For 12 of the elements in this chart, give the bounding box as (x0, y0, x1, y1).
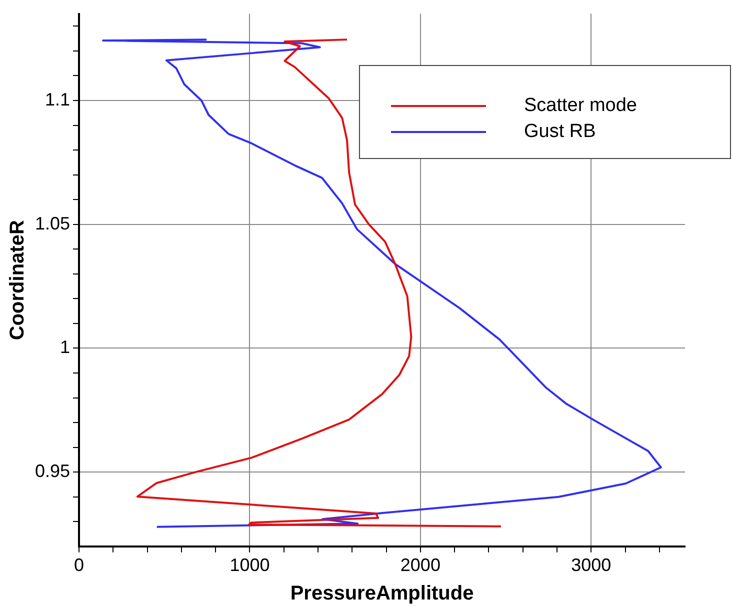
x-tick-label: 2000 (400, 555, 440, 576)
y-tick-label: 0.95 (34, 461, 70, 482)
legend-label: Gust RB (524, 121, 596, 143)
x-axis-title: PressureAmplitude (290, 582, 474, 605)
y-tick-label: 1.05 (34, 213, 70, 234)
y-tick-label: 1.1 (45, 89, 70, 110)
x-tick-label: 3000 (571, 555, 612, 576)
y-tick-label: 1 (60, 337, 70, 358)
legend-label: Scatter mode (524, 95, 637, 117)
y-axis-title: CoordinateR (6, 220, 29, 340)
x-tick-label: 1000 (230, 555, 270, 576)
x-tick-label: 0 (74, 555, 84, 576)
